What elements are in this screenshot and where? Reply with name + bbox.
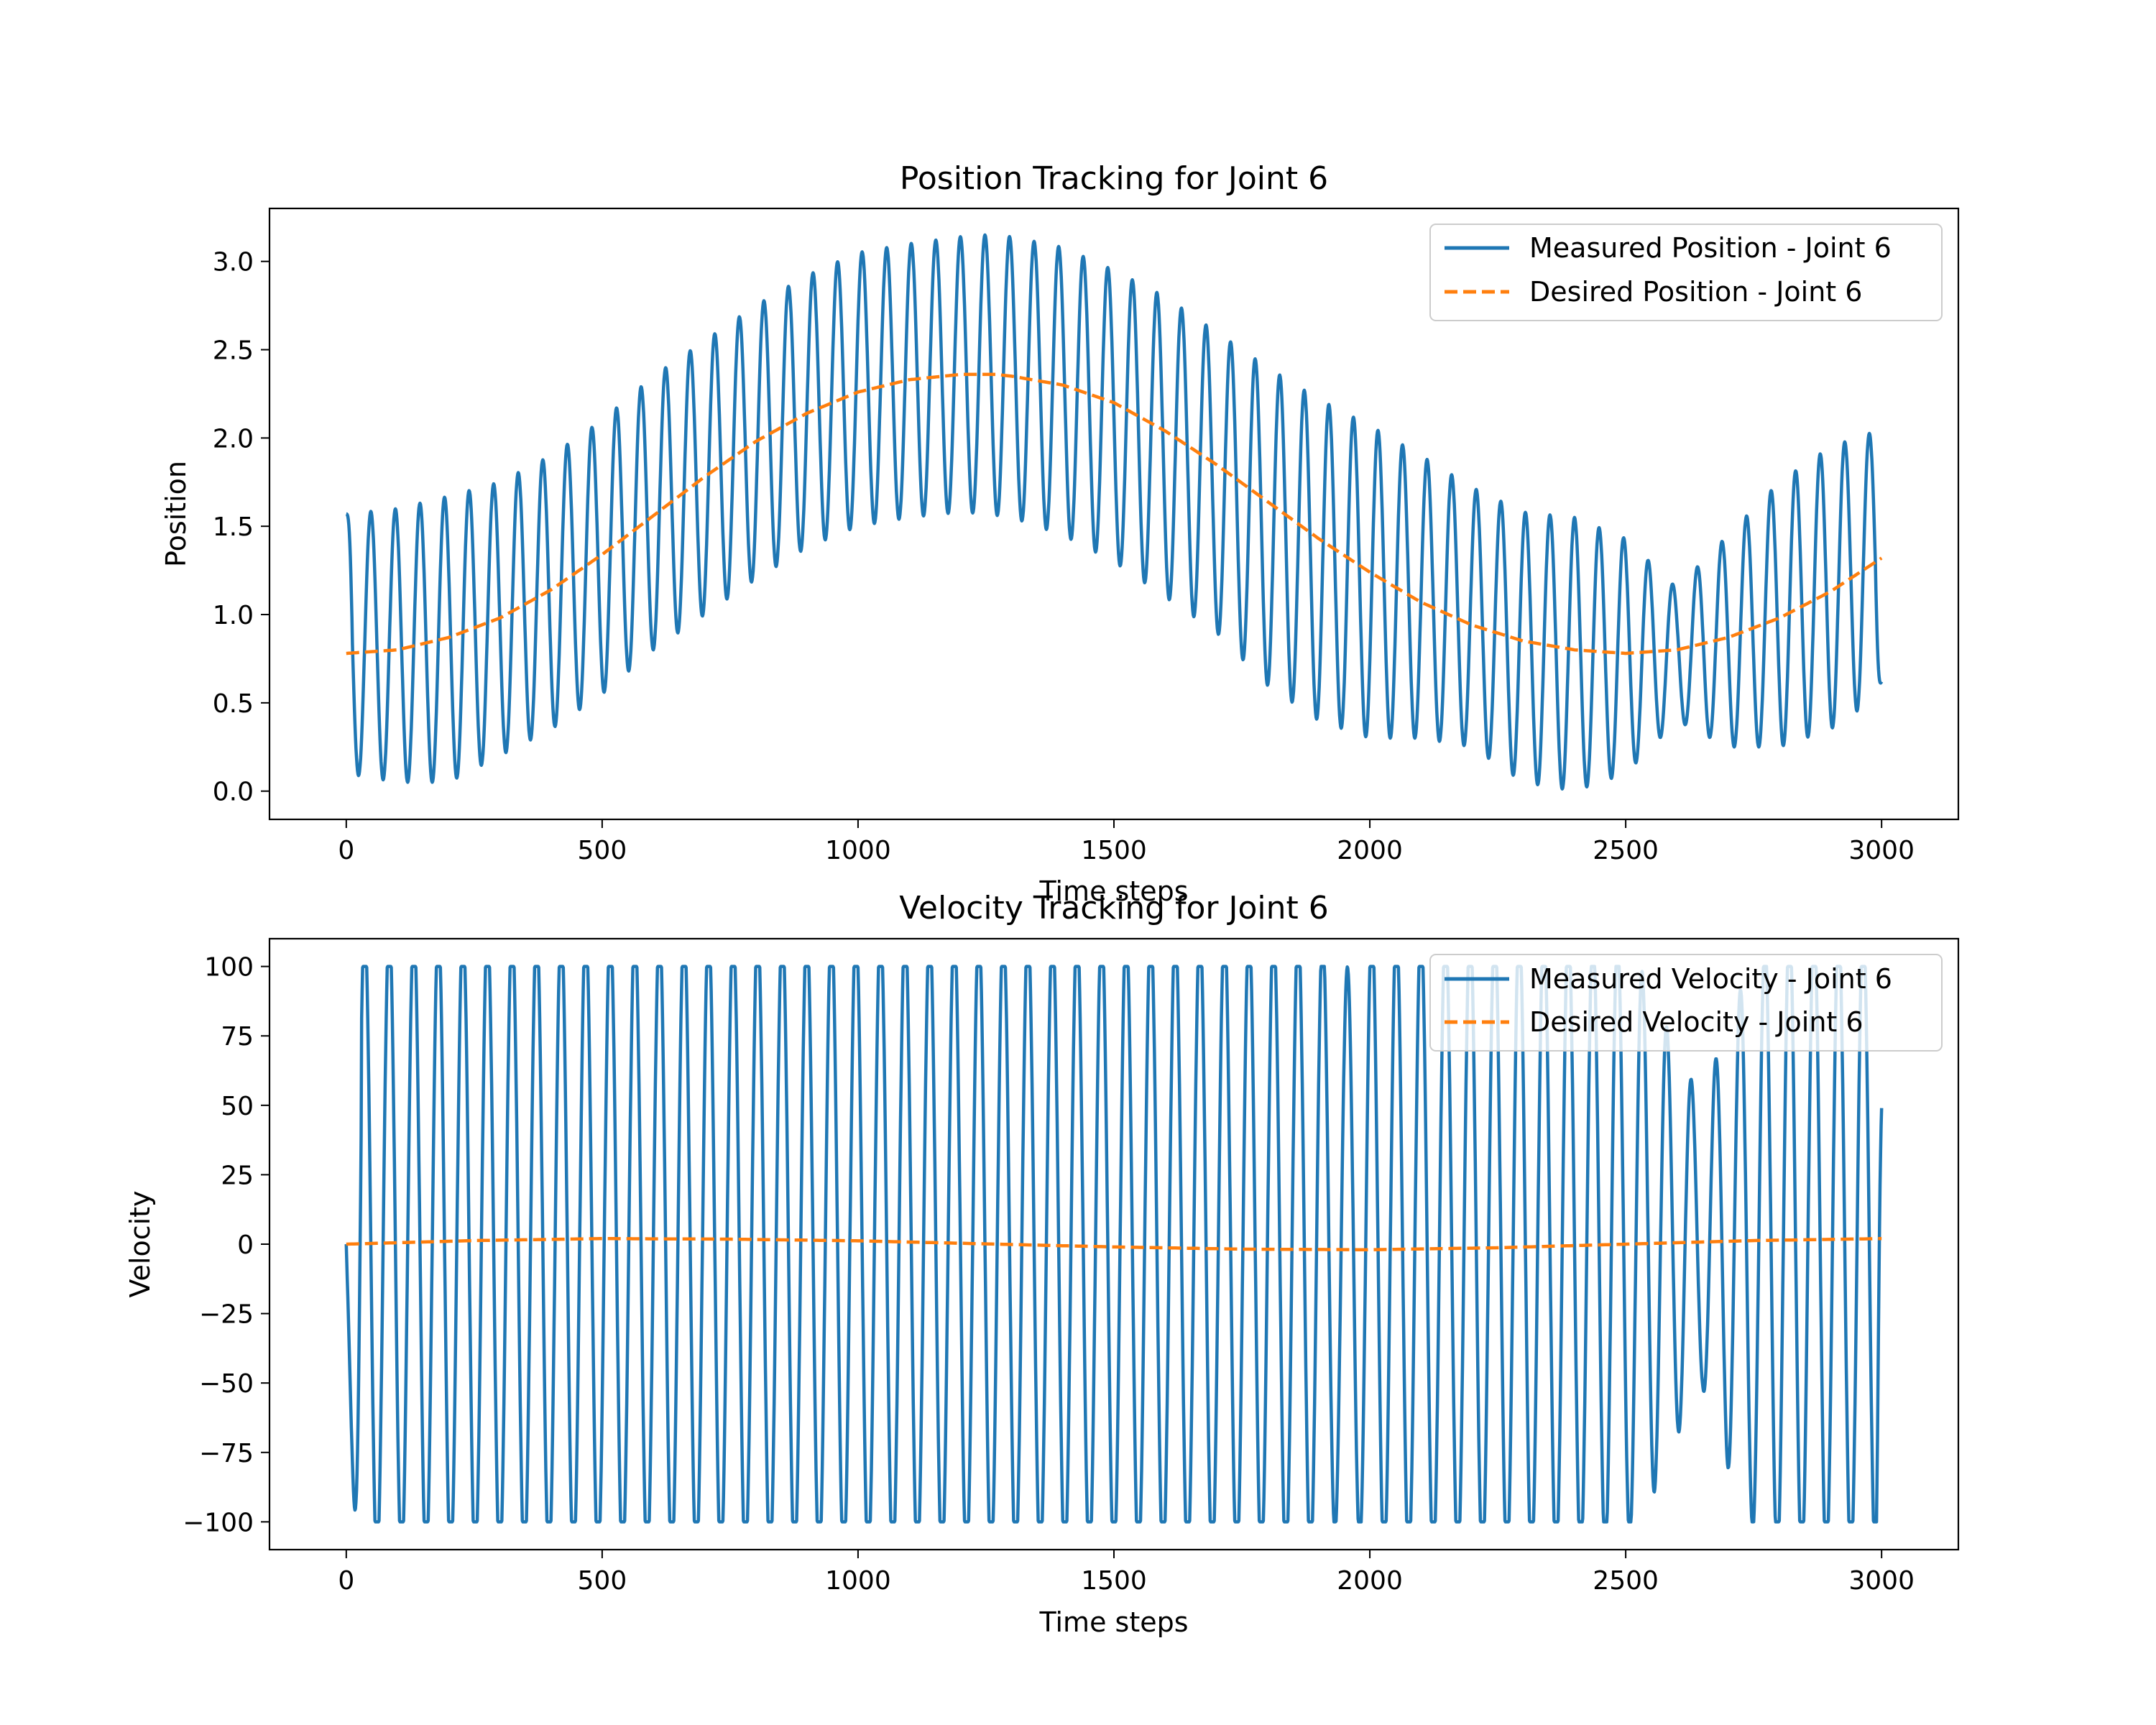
position-legend-measured-label: Measured Position - Joint 6 <box>1529 232 1892 264</box>
position-series-measured-line <box>345 233 1884 791</box>
position-legend-box <box>1429 224 1943 321</box>
position-x-tick-label: 500 <box>578 836 627 865</box>
position-x-tick-label: 2500 <box>1593 836 1659 865</box>
position-legend: Measured Position - Joint 6 Desired Posi… <box>1429 224 1943 321</box>
velocity-y-tick-label: 0 <box>237 1230 254 1260</box>
position-y-tick-label: 2.5 <box>213 336 254 366</box>
velocity-x-tick-label: 1000 <box>825 1566 891 1596</box>
position-subplot: Position Tracking for Joint 6 0 500 1000 15… <box>160 160 1960 907</box>
velocity-legend-desired-label: Desired Velocity - Joint 6 <box>1529 1006 1864 1038</box>
velocity-y-tick-label: 25 <box>221 1161 254 1190</box>
velocity-y-tick-label: 50 <box>221 1092 254 1121</box>
velocity-x-tick-label: 500 <box>578 1566 627 1596</box>
position-x-ticks: 0 500 1000 1500 2000 2500 3000 <box>338 819 1915 865</box>
velocity-series-measured-line <box>344 965 1884 1524</box>
velocity-y-tick-label: −100 <box>183 1508 254 1537</box>
velocity-y-ticks: −100 −75 −50 −25 0 25 50 75 100 <box>183 953 270 1537</box>
velocity-x-ticks: 0 500 1000 1500 2000 2500 3000 <box>338 1550 1915 1596</box>
position-x-tick-label: 1500 <box>1081 836 1147 865</box>
velocity-series-layer <box>344 965 1884 1524</box>
velocity-y-axis-label: Velocity <box>124 1190 156 1297</box>
velocity-x-tick-label: 2000 <box>1337 1566 1403 1596</box>
position-x-tick-label: 3000 <box>1848 836 1915 865</box>
velocity-x-tick-label: 1500 <box>1081 1566 1147 1596</box>
position-y-tick-label: 3.0 <box>213 248 254 277</box>
position-y-tick-label: 1.5 <box>213 512 254 542</box>
velocity-x-tick-label: 0 <box>338 1566 354 1596</box>
position-x-tick-label: 1000 <box>825 836 891 865</box>
velocity-x-tick-label: 2500 <box>1593 1566 1659 1596</box>
position-x-tick-label: 2000 <box>1337 836 1403 865</box>
position-y-tick-label: 2.0 <box>213 424 254 454</box>
position-y-tick-label: 0.0 <box>213 778 254 807</box>
position-series-layer <box>345 233 1884 791</box>
velocity-legend-box <box>1429 954 1943 1052</box>
position-y-ticks: 0.0 0.5 1.0 1.5 2.0 2.5 3.0 <box>213 248 270 807</box>
velocity-series-desired-line <box>346 1237 1882 1251</box>
velocity-y-tick-label: −75 <box>199 1439 254 1468</box>
velocity-y-tick-label: −50 <box>199 1369 254 1399</box>
position-chart-title: Position Tracking for Joint 6 <box>900 160 1328 197</box>
velocity-y-tick-label: 75 <box>221 1022 254 1052</box>
velocity-legend-measured-label: Measured Velocity - Joint 6 <box>1529 963 1892 995</box>
velocity-legend: Measured Velocity - Joint 6 Desired Velo… <box>1429 954 1943 1052</box>
velocity-chart-title: Velocity Tracking for Joint 6 <box>899 890 1328 926</box>
position-legend-desired-label: Desired Position - Joint 6 <box>1529 276 1862 308</box>
velocity-y-tick-label: −25 <box>199 1300 254 1330</box>
position-series-desired-line <box>346 372 1883 656</box>
position-y-tick-label: 1.0 <box>213 601 254 630</box>
position-x-axis-label: Time steps <box>1038 875 1188 907</box>
position-x-tick-label: 0 <box>338 836 354 865</box>
position-y-axis-label: Position <box>160 461 192 567</box>
position-y-tick-label: 0.5 <box>213 689 254 719</box>
velocity-subplot: Velocity Tracking for Joint 6 0 500 1000 15… <box>124 890 1960 1638</box>
velocity-y-tick-label: 100 <box>204 953 254 983</box>
velocity-x-tick-label: 3000 <box>1848 1566 1915 1596</box>
velocity-x-axis-label: Time steps <box>1038 1606 1188 1638</box>
